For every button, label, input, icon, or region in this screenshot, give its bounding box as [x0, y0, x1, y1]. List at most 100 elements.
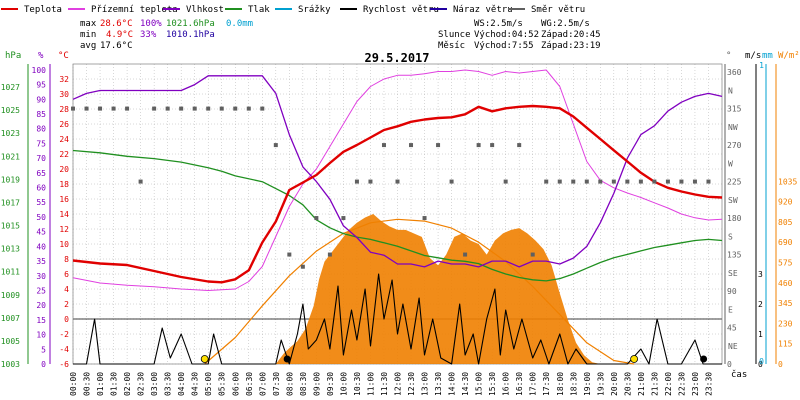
tick-label-time: 15:00	[475, 372, 484, 396]
sunset-marker	[630, 355, 639, 363]
stats-min-label: min	[80, 30, 96, 40]
tick-label-degc: 4	[64, 285, 69, 294]
wind-direction-point	[517, 143, 522, 148]
tick-label-degc: 28	[59, 105, 69, 114]
tick-label-pct: 15	[36, 316, 46, 325]
info-ws: WS:2.5m/s	[474, 19, 523, 29]
wind-direction-point	[138, 179, 143, 184]
moonrise-marker	[283, 355, 291, 363]
tick-label-hpa: 1003	[1, 360, 20, 369]
tick-label-hpa: 1007	[1, 314, 20, 323]
wind-direction-point	[111, 106, 116, 111]
wind-direction-point	[449, 179, 454, 184]
tick-label-degc: 6	[64, 270, 69, 279]
tick-label-pct: 10	[36, 331, 46, 340]
tick-label-time: 09:30	[326, 372, 335, 396]
tick-label-time: 07:30	[272, 372, 281, 396]
tick-label-pct: 25	[36, 286, 46, 295]
wind-direction-point	[530, 252, 535, 257]
tick-label-ms: 3	[758, 270, 763, 279]
wind-direction-point	[381, 143, 386, 148]
tick-label-wm2: 115	[778, 340, 793, 349]
sunrise-marker	[200, 355, 209, 363]
tick-label-degc: 12	[59, 225, 69, 234]
tick-label-wm2: 460	[778, 279, 793, 288]
tick-label-time: 20:30	[623, 372, 632, 396]
solar-theoretical-line	[204, 218, 635, 365]
wind-direction-point	[625, 179, 630, 184]
wind-direction-point	[665, 179, 670, 184]
tick-label-wm2: 1035	[778, 177, 797, 186]
tick-label-deg: 135	[727, 251, 742, 260]
tick-label-hpa: 1009	[1, 291, 20, 300]
wind-direction-point	[152, 106, 157, 111]
axes: 1003100510071009101110131015101710191021…	[1, 61, 798, 396]
axis-title-deg: °	[726, 51, 731, 61]
tick-label-time: 15:30	[488, 372, 497, 396]
tick-label-degc: 30	[59, 90, 69, 99]
tick-label-pct: 30	[36, 272, 46, 281]
legend-wind-speed: Rychlost větru	[363, 5, 439, 15]
tick-label-pct: 20	[36, 301, 46, 310]
tick-label-time: 16:30	[515, 372, 524, 396]
wind-speed-line	[73, 273, 722, 365]
wind-direction-point	[652, 179, 657, 184]
tick-label-pct: 65	[36, 169, 46, 178]
tick-label-degc: 22	[59, 150, 69, 159]
stats-max-press: 1021.6hPa	[166, 19, 215, 29]
stats-avg-label: avg	[80, 41, 96, 51]
tick-label-time: 01:00	[96, 372, 105, 396]
tick-label-wm2: 920	[778, 198, 793, 207]
tick-label-deg: 90	[727, 287, 737, 296]
wind-direction-point	[84, 106, 89, 111]
tick-label-deg: 45	[727, 324, 737, 333]
tick-label-hpa: 1011	[1, 268, 20, 277]
tick-label-time: 11:00	[366, 372, 375, 396]
tick-label-time: 07:00	[258, 372, 267, 396]
tick-label-time: 05:00	[204, 372, 213, 396]
legend-rain: Srážky	[298, 5, 331, 15]
tick-label-deg: 0	[727, 360, 732, 369]
wind-direction-point	[314, 216, 319, 221]
tick-label-degc: 10	[59, 240, 69, 249]
info-moonset: Západ:23:19	[541, 41, 601, 51]
tick-label-time: 13:30	[434, 372, 443, 396]
stats-block: max 28.6°C 100% 1021.6hPa 0.0mm min 4.9°…	[80, 19, 253, 51]
axis-title-time: čas	[731, 369, 747, 380]
series-lines	[71, 69, 723, 365]
tick-label-time: 23:00	[691, 372, 700, 396]
wind-direction-point	[260, 106, 265, 111]
tick-label-time: 21:30	[650, 372, 659, 396]
tick-label-time: 10:30	[353, 372, 362, 396]
tick-label-time: 02:30	[137, 372, 146, 396]
tick-label-degc: 16	[59, 195, 69, 204]
tick-label-pct: 60	[36, 184, 46, 193]
wind-direction-point	[300, 264, 305, 269]
wind-direction-point	[165, 106, 170, 111]
tick-label-pct: 50	[36, 213, 46, 222]
info-wg: WG:2.5m/s	[541, 19, 590, 29]
stats-min-temp: 4.9°C	[106, 30, 133, 40]
tick-label-time: 18:30	[569, 372, 578, 396]
tick-label-direction: W	[728, 159, 733, 168]
wind-direction-point	[219, 106, 224, 111]
legend-wind-direction: Směr větru	[531, 5, 585, 15]
wind-direction-point	[422, 216, 427, 221]
tick-label-wm2: 805	[778, 218, 793, 227]
info-sunset: Západ:20:45	[541, 30, 601, 40]
wind-direction-point	[490, 143, 495, 148]
wind-direction-point	[233, 106, 238, 111]
tick-label-deg: 360	[727, 68, 742, 77]
tick-label-wm2: 0	[778, 360, 783, 369]
wind-direction-point	[706, 179, 711, 184]
tick-label-ms: 2	[758, 300, 763, 309]
tick-label-time: 04:30	[191, 372, 200, 396]
tick-label-wm2: 690	[778, 238, 793, 247]
wind-direction-point	[273, 143, 278, 148]
tick-label-time: 06:00	[231, 372, 240, 396]
info-moonrise: Východ:7:55	[474, 41, 534, 51]
tick-label-hpa: 1027	[1, 83, 20, 92]
tick-label-degc: 2	[64, 300, 69, 309]
legend-humidity: Vlhkost	[186, 5, 224, 15]
tick-label-pct: 40	[36, 242, 46, 251]
